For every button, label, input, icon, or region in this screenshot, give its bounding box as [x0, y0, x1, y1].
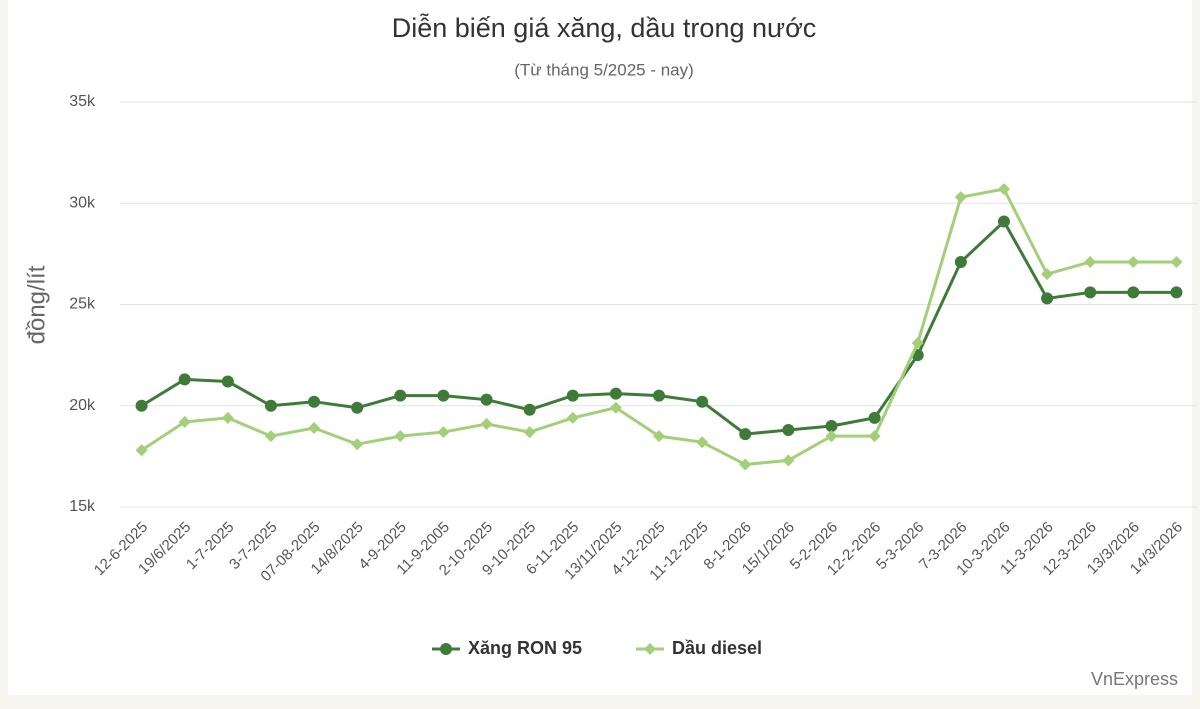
chart-subtitle: (Từ tháng 5/2025 - nay) [514, 60, 694, 79]
data-point [221, 375, 234, 388]
data-point [739, 458, 752, 471]
data-point [739, 428, 752, 441]
y-tick-label: 15k [69, 498, 96, 515]
data-point [480, 393, 493, 406]
data-point [178, 415, 191, 428]
data-point [308, 395, 321, 408]
data-point [653, 430, 665, 443]
data-point [480, 417, 493, 430]
data-point [1170, 255, 1183, 268]
data-point [566, 389, 579, 402]
data-point [954, 191, 967, 204]
y-axis-label: đồng/lít [23, 265, 50, 344]
data-point [825, 430, 838, 443]
y-tick-label: 20k [69, 397, 96, 414]
data-point [394, 430, 407, 443]
legend-item: Dầu diesel [636, 638, 762, 658]
data-point [868, 430, 881, 443]
data-point [135, 399, 148, 412]
data-point [135, 444, 148, 457]
data-point [696, 436, 709, 449]
data-point [566, 411, 579, 424]
data-point [1041, 268, 1054, 281]
data-point [653, 389, 665, 402]
data-point [308, 422, 321, 435]
data-point [997, 183, 1010, 196]
legend-marker [644, 643, 656, 655]
data-point [394, 389, 407, 402]
data-point [178, 373, 191, 386]
data-point [609, 401, 622, 414]
data-point [264, 399, 277, 412]
data-point [997, 215, 1010, 228]
data-point [264, 430, 277, 443]
data-point [523, 426, 536, 439]
data-point [437, 426, 450, 439]
data-point [911, 336, 924, 349]
chart-background [8, 0, 1192, 695]
data-point [1084, 286, 1097, 299]
data-point [1170, 286, 1183, 299]
legend-label: Xăng RON 95 [468, 638, 582, 658]
data-point [868, 411, 881, 424]
data-point [954, 255, 967, 268]
legend-label: Dầu diesel [672, 638, 762, 658]
y-tick-label: 30k [69, 194, 96, 211]
data-point [437, 389, 450, 402]
y-tick-label: 25k [69, 296, 96, 313]
data-point [609, 387, 622, 400]
chart-title: Diễn biến giá xăng, dầu trong nước [392, 12, 817, 43]
data-point [696, 395, 709, 408]
data-point [221, 411, 234, 424]
credits: VnExpress [1091, 669, 1178, 689]
y-tick-label: 35k [69, 93, 96, 110]
data-point [1127, 255, 1140, 268]
data-point [1127, 286, 1140, 299]
legend-item: Xăng RON 95 [432, 638, 582, 658]
data-point [825, 420, 838, 432]
data-point [351, 438, 364, 451]
data-point [1041, 292, 1054, 305]
data-point [782, 424, 795, 437]
data-point [1084, 255, 1097, 268]
data-point [782, 454, 795, 467]
data-point [351, 401, 364, 414]
legend-marker [440, 643, 452, 655]
data-point [523, 403, 536, 416]
